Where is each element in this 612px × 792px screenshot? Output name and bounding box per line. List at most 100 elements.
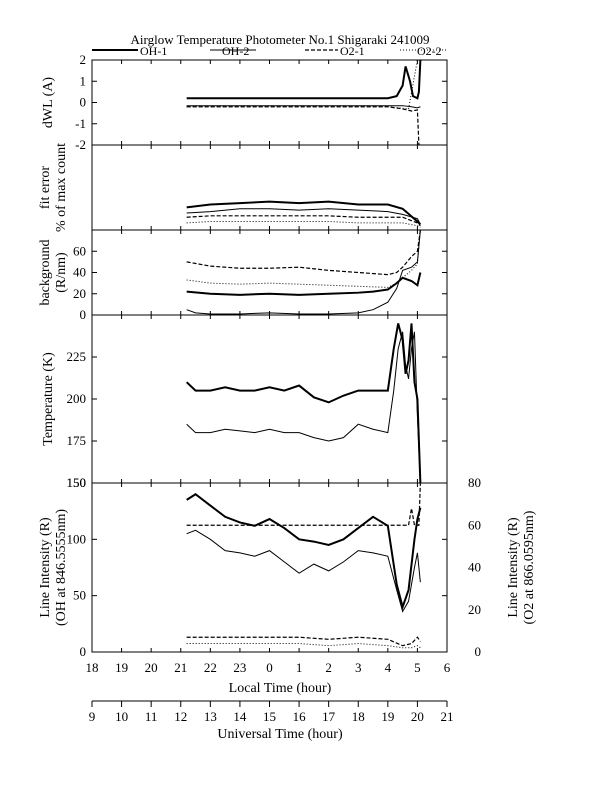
y-right-tick-label: 40 — [468, 560, 481, 575]
x2-tick-label: 11 — [145, 709, 158, 724]
x2-tick-label: 12 — [174, 709, 187, 724]
y-tick-label: 0 — [80, 644, 87, 659]
series-line-o2-2 — [186, 60, 421, 110]
series-group — [186, 483, 422, 649]
x-tick-label: 5 — [414, 660, 421, 675]
x-tick-label: 23 — [233, 660, 246, 675]
panels: 2 1 0 -1 -2 dWL (A) fit error% of max count 60 4… — [38, 52, 537, 659]
x-tick-label: 20 — [145, 660, 158, 675]
series-line-oh-2 — [186, 529, 421, 613]
series-line-o2-1 — [186, 483, 421, 526]
y-right-tick-label: 0 — [475, 644, 482, 659]
panel-frame — [91, 59, 448, 146]
y-axis-label-2: (OH at 846.5555nm) — [54, 509, 69, 626]
y-tick-label: 150 — [67, 475, 87, 490]
x2-tick-label: 16 — [293, 709, 307, 724]
series-group — [185, 323, 422, 483]
y-tick-label: 2 — [80, 52, 87, 67]
y-right-axis-label: Line Intensity (R) — [506, 517, 521, 618]
series-line-o2-2 — [186, 643, 421, 649]
series-line-o2-1 — [186, 215, 421, 227]
series-group — [186, 60, 422, 145]
series-line-o2-2 — [186, 230, 421, 288]
panel-temp: 225 200 175 150 Temperature (K) — [41, 314, 448, 490]
y-right-tick-label: 60 — [468, 517, 481, 532]
legend: OH-1 OH-2 O2-1 O2-2 — [92, 44, 447, 58]
y-tick-label: 60 — [73, 243, 86, 258]
panel-dwl: 2 1 0 -1 -2 dWL (A) — [41, 52, 448, 152]
x2-tick-label: 15 — [263, 709, 276, 724]
y-tick-label: -1 — [75, 116, 86, 131]
y-tick-label: 225 — [67, 349, 87, 364]
y-tick-label: 200 — [67, 391, 87, 406]
x-tick-label: 21 — [174, 660, 187, 675]
panel-fit: fit error% of max count — [38, 143, 448, 232]
series-group — [186, 200, 422, 228]
y-right-axis-label-2: (O2 at 866.0595nm) — [522, 510, 537, 624]
series-line-oh-1 — [186, 60, 422, 100]
legend-label: O2-2 — [417, 44, 442, 58]
y-axis-label: Temperature (K) — [41, 352, 56, 446]
panel-bg: 60 40 20 0 background (R/nm) — [38, 229, 448, 322]
y-tick-label: 150 — [67, 475, 87, 490]
x2-tick-label: 21 — [441, 709, 454, 724]
series-line-oh-2 — [186, 230, 421, 315]
legend-label: OH-2 — [222, 44, 249, 58]
y-right-tick-label: 20 — [468, 602, 481, 617]
x2-tick-label: 13 — [204, 709, 217, 724]
y-tick-label: 1 — [80, 73, 87, 88]
x-tick-label: 6 — [444, 660, 451, 675]
x-tick-label: 19 — [115, 660, 128, 675]
y-right-tick-label: 80 — [468, 475, 481, 490]
x-axis-label: Local Time (hour) — [229, 681, 332, 696]
series-line-oh-1 — [186, 272, 422, 296]
x-tick-label: 2 — [325, 660, 332, 675]
x-tick-label: 3 — [355, 660, 362, 675]
x-tick-label: 4 — [385, 660, 392, 675]
series-line-oh-2 — [186, 208, 421, 225]
series-line-o2-1 — [186, 230, 421, 276]
series-line-oh-2 — [186, 105, 421, 109]
y-tick-label: 50 — [73, 588, 86, 603]
x-tick-label: 1 — [296, 660, 303, 675]
y-tick-label: 0 — [80, 95, 87, 110]
panel-frame — [91, 229, 448, 316]
y-axis-label-2: % of max count — [54, 143, 69, 232]
series-line-o2-1 — [186, 106, 421, 145]
y-axis-label: background — [38, 239, 53, 305]
y-axis-label: Line Intensity (R) — [38, 517, 53, 618]
x-tick-label: 22 — [204, 660, 217, 675]
y-tick-label: 100 — [67, 531, 87, 546]
x2-tick-label: 19 — [381, 709, 394, 724]
x-tick-label: 18 — [86, 660, 99, 675]
y-tick-label: -2 — [75, 137, 86, 152]
legend-label: OH-1 — [140, 44, 167, 58]
y-tick-label: 0 — [80, 307, 87, 322]
x2-axis-label: Universal Time (hour) — [217, 727, 343, 742]
legend-label: O2-1 — [340, 44, 365, 58]
series-line-oh-1 — [186, 200, 422, 226]
x2-tick-label: 14 — [233, 709, 247, 724]
y-axis-label: fit error — [38, 166, 53, 209]
x2-tick-label: 10 — [115, 709, 128, 724]
series-line-oh-2 — [186, 331, 421, 483]
series-line-o2-2 — [186, 221, 421, 228]
y-tick-label: 175 — [67, 433, 87, 448]
y-axis-label-2: (R/nm) — [54, 252, 69, 293]
series-line-oh-1 — [186, 493, 422, 611]
x2-tick-label: 18 — [352, 709, 365, 724]
x2-tick-label: 9 — [89, 709, 96, 724]
x2-tick-label: 20 — [411, 709, 424, 724]
y-tick-label: 40 — [73, 265, 86, 280]
y-tick-label: 20 — [73, 286, 86, 301]
x2-tick-label: 17 — [322, 709, 336, 724]
series-group — [186, 230, 422, 315]
panel-frame — [91, 314, 448, 484]
series-line-o2-1 — [186, 636, 421, 647]
x-tick-label: 0 — [266, 660, 273, 675]
series-line-oh-1 — [185, 323, 422, 483]
chart-title: Airglow Temperature Photometer No.1 Shig… — [131, 32, 430, 47]
